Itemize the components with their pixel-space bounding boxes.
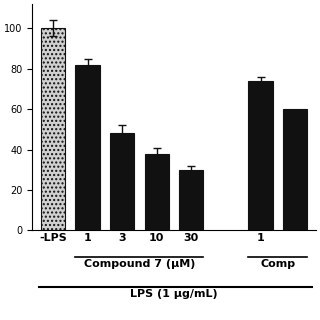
Bar	[179, 170, 204, 230]
Text: Compound 7 (μM): Compound 7 (μM)	[84, 259, 195, 269]
Bar	[248, 81, 273, 230]
Bar	[283, 109, 307, 230]
Bar	[110, 133, 134, 230]
Text: Comp: Comp	[260, 259, 295, 269]
Bar	[41, 28, 65, 230]
Bar	[76, 65, 100, 230]
Bar	[145, 154, 169, 230]
Text: LPS (1 μg/mL): LPS (1 μg/mL)	[130, 289, 218, 299]
